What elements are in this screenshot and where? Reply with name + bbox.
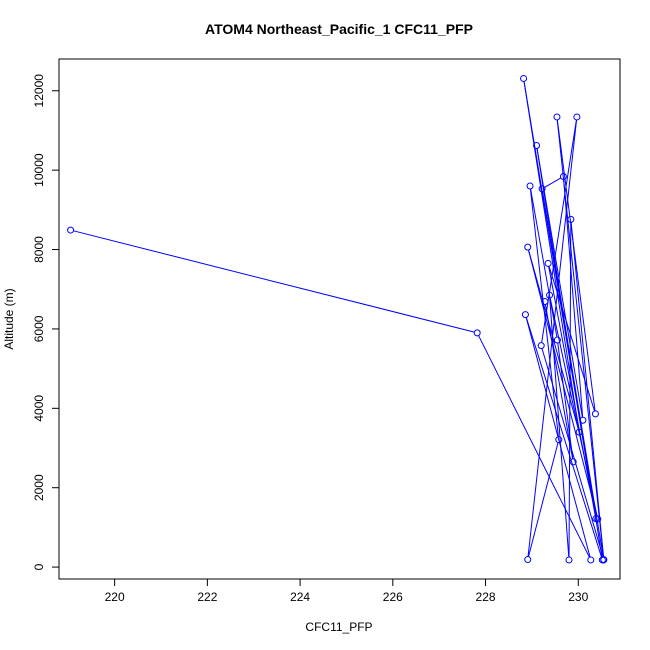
data-point — [544, 259, 552, 267]
data-point — [541, 298, 549, 306]
x-tick-label: 228 — [476, 590, 496, 604]
y-tick-label: 12000 — [32, 74, 46, 108]
y-tick-label: 0 — [32, 563, 46, 570]
data-point — [553, 336, 561, 344]
data-point — [559, 172, 567, 180]
y-axis-label: Altitude (m) — [2, 288, 16, 349]
series-segment — [568, 222, 572, 557]
y-tick-label: 4000 — [32, 395, 46, 422]
series-segment — [530, 188, 558, 338]
x-axis-label: CFC11_PFP — [305, 620, 372, 634]
series-segment — [525, 317, 602, 558]
data-point — [553, 113, 561, 121]
series-segment — [557, 342, 574, 459]
plot-frame — [58, 58, 621, 580]
chart-title: ATOM4 Northeast_Pacific_1 CFC11_PFP — [205, 21, 473, 37]
series-segment — [528, 442, 559, 557]
data-point — [67, 226, 75, 234]
data-point — [537, 342, 545, 350]
data-point — [520, 74, 528, 82]
x-tick-label: 230 — [568, 590, 588, 604]
series-lines — [73, 81, 604, 558]
series-segment — [73, 230, 475, 333]
x-tick-label: 222 — [197, 590, 217, 604]
data-point — [579, 416, 587, 424]
x-tick-label: 224 — [290, 590, 310, 604]
series-segment — [549, 298, 598, 517]
data-point — [569, 458, 577, 466]
y-tick-label: 2000 — [32, 474, 46, 501]
data-point — [594, 515, 602, 523]
data-point — [533, 142, 541, 150]
data-point — [555, 436, 563, 444]
data-point — [567, 215, 575, 223]
data-point — [526, 182, 534, 190]
series-segment — [563, 179, 584, 418]
y-tick-label: 10000 — [32, 153, 46, 187]
series-segment — [536, 148, 583, 418]
x-tick-label: 226 — [383, 590, 403, 604]
series-points — [67, 74, 608, 564]
series-segment — [525, 317, 591, 558]
data-point — [524, 243, 532, 251]
data-point — [524, 556, 532, 564]
series-segment — [544, 177, 562, 188]
series-segment — [570, 222, 604, 557]
data-point — [473, 329, 481, 337]
data-point — [575, 428, 583, 436]
data-point — [538, 185, 546, 193]
data-point — [546, 291, 554, 299]
y-tick-label: 8000 — [32, 236, 46, 263]
data-point — [600, 556, 608, 564]
series-segment — [541, 119, 577, 343]
series-segment — [478, 335, 590, 558]
data-point — [591, 410, 599, 418]
data-point — [521, 311, 529, 319]
data-point — [565, 556, 573, 564]
y-axis: 0 2000 4000 6000 8000 10000 12000 — [32, 74, 59, 570]
series-segment — [556, 119, 596, 411]
data-point — [573, 113, 581, 121]
x-axis: 220 222 224 226 228 230 — [105, 579, 589, 604]
x-tick-label: 220 — [105, 590, 125, 604]
series-segment — [527, 119, 578, 557]
series-segment — [544, 304, 574, 460]
data-point — [587, 556, 595, 564]
series-segment — [549, 298, 570, 557]
y-tick-label: 6000 — [32, 315, 46, 342]
series-segment — [529, 188, 559, 437]
series-segment — [523, 81, 596, 516]
